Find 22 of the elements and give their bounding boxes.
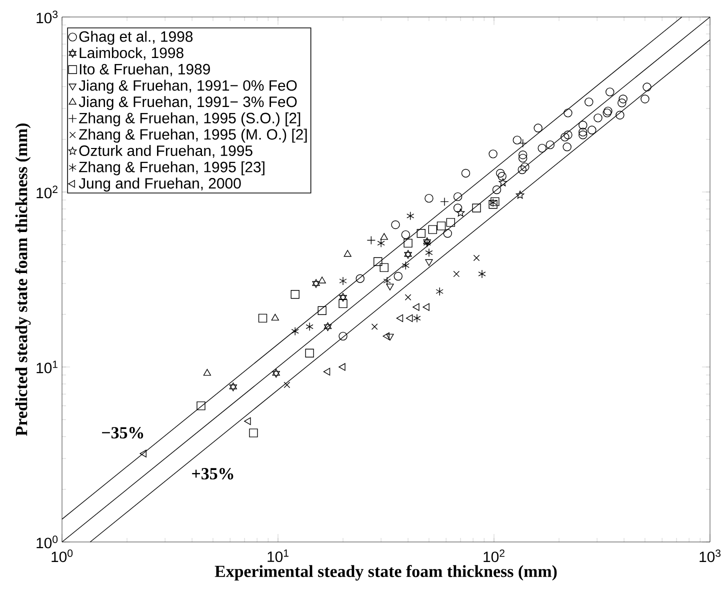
x-tick-label: 10$^{1}$ xyxy=(268,550,288,562)
legend-label: Zhang & Fruehan, 1995 [23] xyxy=(79,161,264,176)
legend-label: Ghag et al., 1998 xyxy=(79,30,193,45)
x-tick-label: 10$^{2}$ xyxy=(484,550,504,562)
x-tick-label: 10$^{3}$ xyxy=(700,550,721,562)
x-tick-label: 10$^{0}$ xyxy=(52,550,73,562)
y-tick-label: 10$^{1}$ xyxy=(36,360,58,374)
legend-label: Laimbock, 1998 xyxy=(80,47,184,60)
legend-label: Zhang & Fruehan, 1995 (M. O.) [2] xyxy=(79,128,307,143)
legend-label: Ozturk and Fruehan, 1995 xyxy=(79,145,252,158)
legend-label: Zhang & Fruehan, 1995 (S.O.) [2] xyxy=(79,112,300,126)
annotation: −35% xyxy=(102,427,144,439)
legend-label: Ito & Fruehan, 1989 xyxy=(80,64,210,76)
legend-label: Jiang & Fruehan, 1991− 0% FeO xyxy=(78,80,297,94)
y-axis-title: Predicted steady state foam thickness (mm) xyxy=(15,124,31,436)
y-tick-label: 10$^{3}$ xyxy=(36,10,58,24)
y-tick-label: 10$^{2}$ xyxy=(36,186,58,198)
y-tick-label: 10$^{0}$ xyxy=(36,536,58,548)
x-axis-title: Experimental steady state foam thickness (mm) xyxy=(214,565,557,581)
legend-label: Jiang & Fruehan, 1991− 3% FeO xyxy=(78,96,297,110)
legend-label: Jung and Fruehan, 2000 xyxy=(78,178,241,192)
annotation: +35% xyxy=(192,468,234,480)
